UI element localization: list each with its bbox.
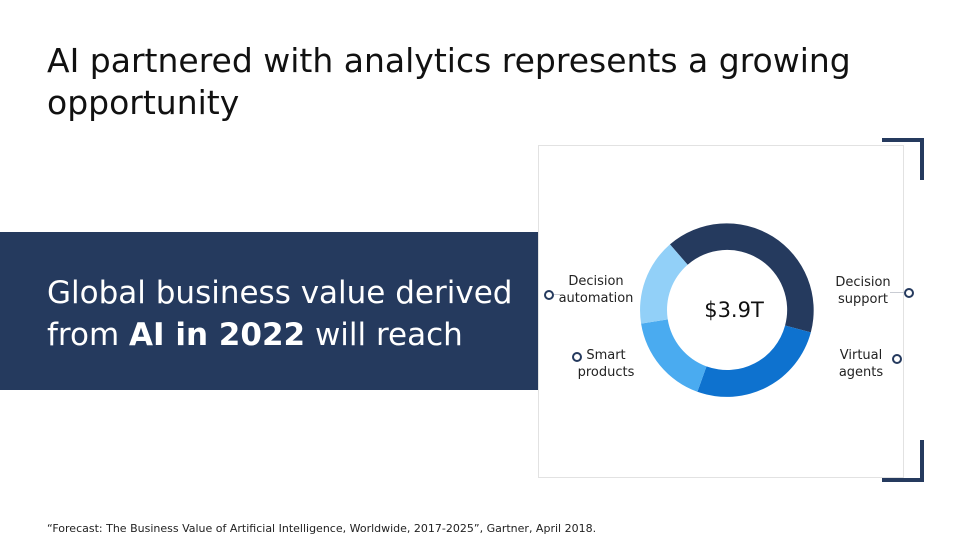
band-statement: Global business value derived from AI in…	[47, 272, 527, 356]
segment-virtual-agents	[697, 325, 811, 397]
connector-decision-automation	[554, 294, 560, 295]
segment-decision-support	[669, 223, 814, 333]
label-smart-products: Smart products	[577, 348, 635, 380]
band-line-1: Global business value derived	[47, 275, 513, 311]
connector-decision-support	[890, 292, 904, 293]
donut-chart	[640, 223, 814, 397]
segment-decision-automation	[640, 244, 688, 324]
slide-title: AI partnered with analytics represents a…	[47, 41, 851, 122]
marker-decision-support	[904, 288, 914, 298]
band-line-2-suffix: will reach	[305, 317, 463, 353]
label-decision-support: Decision support	[835, 275, 891, 307]
corner-bracket-top	[882, 138, 924, 180]
highlight-band	[0, 232, 540, 390]
marker-virtual-agents	[892, 354, 902, 364]
marker-decision-automation	[544, 290, 554, 300]
label-virtual-agents: Virtual agents	[838, 348, 884, 380]
band-line-2-bold: AI in 2022	[129, 317, 306, 353]
donut-center-value: $3.9T	[704, 298, 764, 322]
marker-smart-products	[572, 352, 582, 362]
label-decision-automation: Decision automation	[558, 274, 634, 306]
corner-bracket-bottom	[882, 440, 924, 482]
source-footnote: “Forecast: The Business Value of Artific…	[47, 522, 597, 535]
band-line-2-prefix: from	[47, 317, 129, 353]
segment-smart-products	[641, 319, 707, 392]
chart-panel	[538, 145, 904, 478]
